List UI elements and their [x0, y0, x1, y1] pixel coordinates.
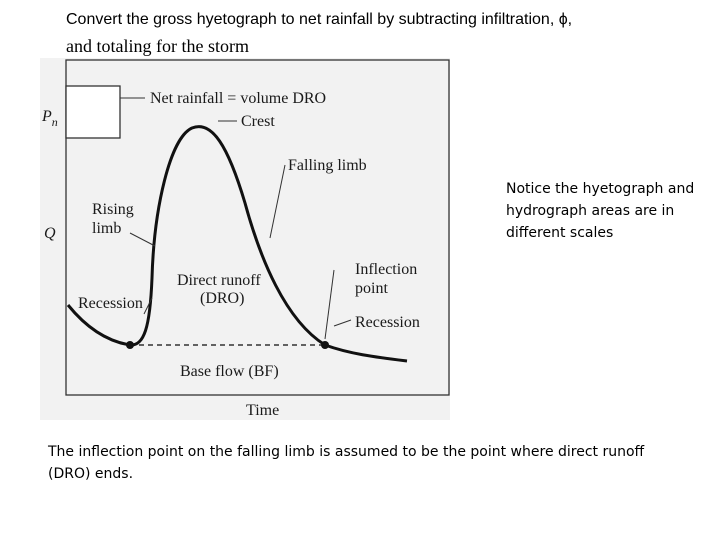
crest-label: Crest — [241, 113, 275, 130]
slide-title-line-2: and totaling for the storm — [66, 36, 249, 56]
hydrograph-figure: Pn Q Net rainfall = volume DRO Crest Fal… — [40, 58, 455, 420]
inflection-leader — [324, 269, 335, 340]
slide-title-line-1: Convert the gross hyetograph to net rain… — [66, 11, 573, 28]
recession-right-label: Recession — [355, 314, 420, 331]
recession-right-leader — [333, 319, 352, 327]
q-axis-label: Q — [44, 225, 56, 242]
inflection-label-line2: point — [355, 280, 388, 297]
base-flow-label: Base flow (BF) — [180, 363, 279, 380]
recession-left-leader — [143, 297, 153, 315]
rising-limb-leader — [129, 232, 156, 247]
net-rainfall-block — [65, 85, 121, 139]
direct-runoff-label-line2: (DRO) — [200, 290, 244, 307]
rising-limb-label-line1: Rising — [92, 201, 134, 218]
direct-runoff-label-line1: Direct runoff — [177, 272, 261, 289]
inflection-point-marker — [321, 341, 329, 349]
hydrograph-diagram: Pn Q Net rainfall = volume DRO Crest Fal… — [40, 58, 450, 420]
falling-limb-label: Falling limb — [288, 157, 367, 174]
plot-frame — [65, 59, 450, 396]
falling-limb-leader — [269, 164, 286, 239]
time-axis-label: Time — [246, 402, 279, 419]
scale-note: Notice the hyetograph and hydrograph are… — [506, 181, 695, 241]
rise-start-point — [126, 341, 134, 349]
net-rainfall-label: Net rainfall = volume DRO — [150, 90, 326, 107]
inflection-label-line1: Inflection — [355, 261, 417, 278]
pn-axis-label: Pn — [41, 108, 58, 129]
inflection-caption: The inflection point on the falling limb… — [48, 444, 645, 482]
recession-left-label: Recession — [78, 295, 143, 312]
rising-limb-label-line2: limb — [92, 220, 121, 237]
